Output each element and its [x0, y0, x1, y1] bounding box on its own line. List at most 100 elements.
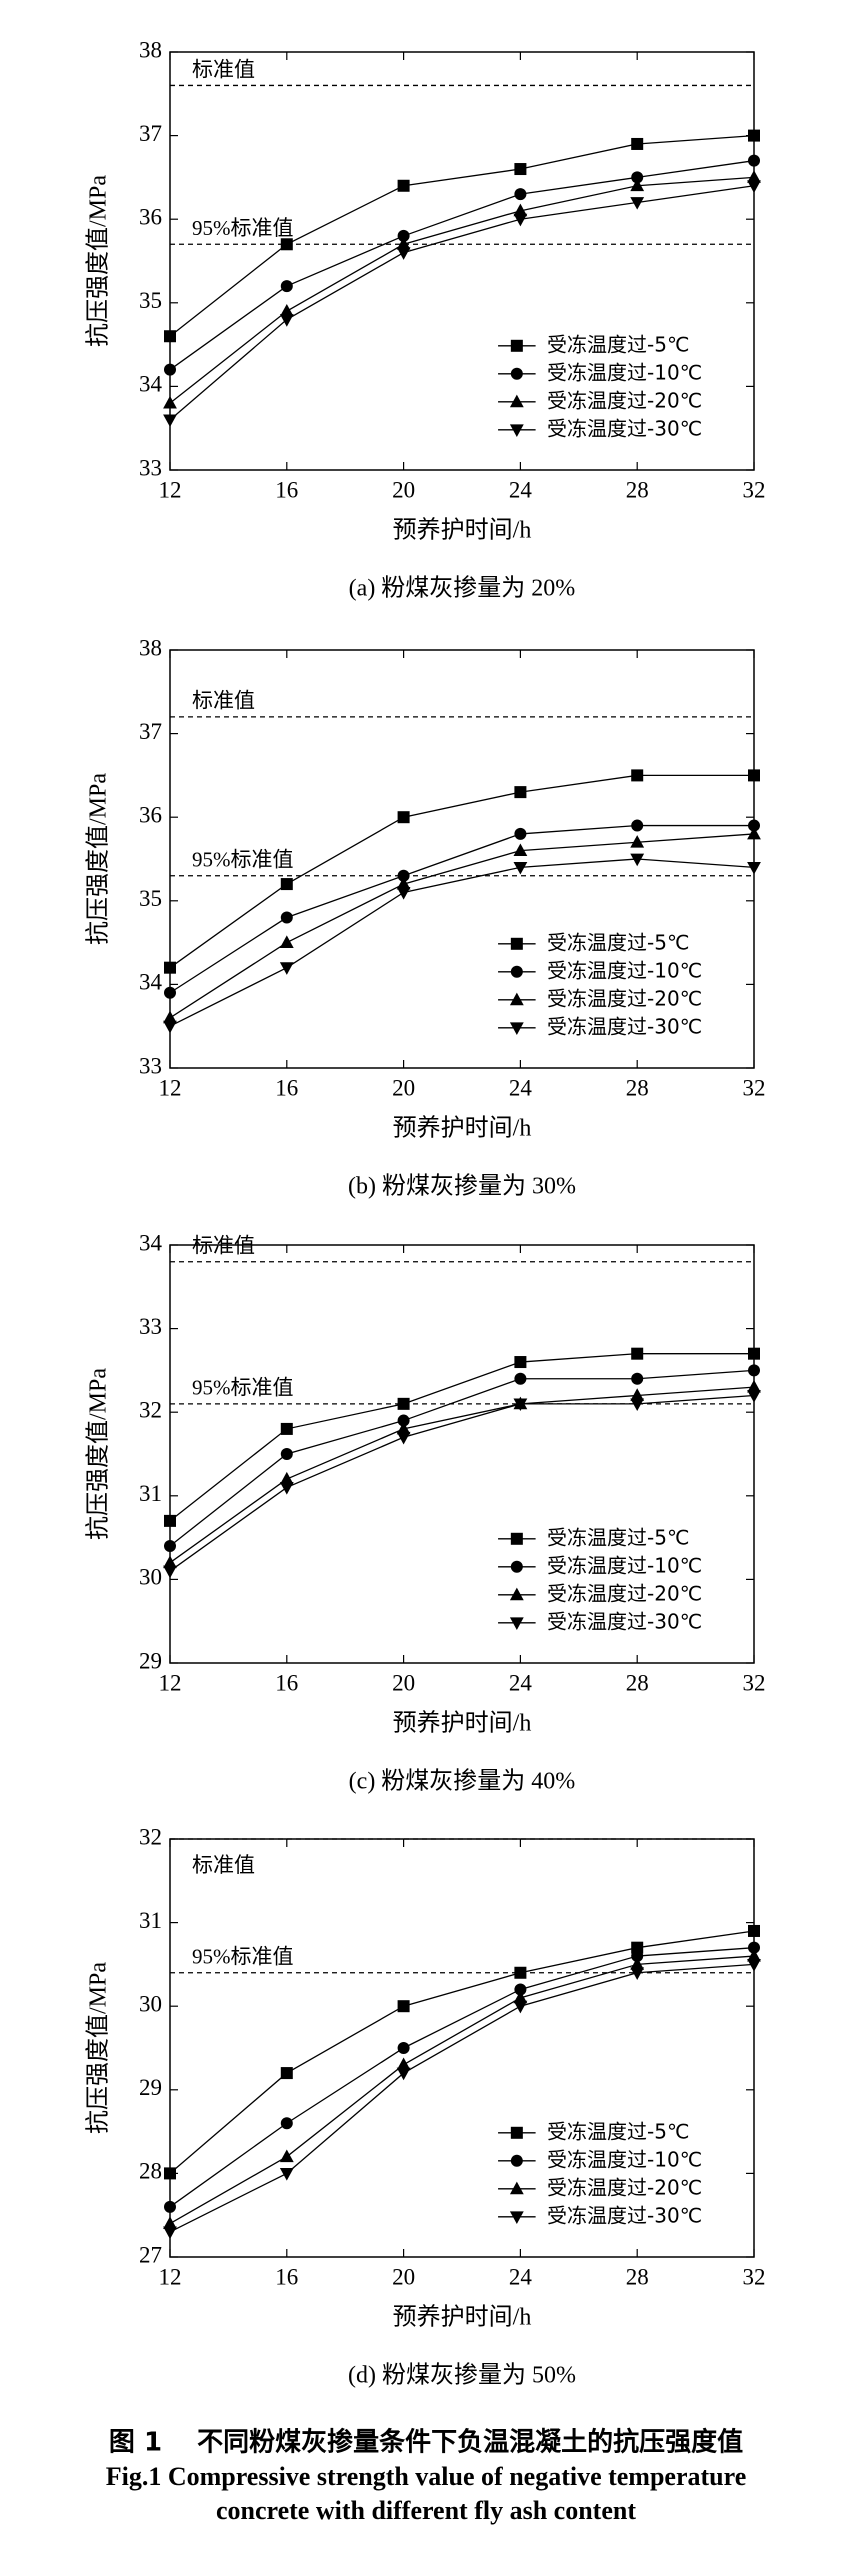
marker — [280, 1448, 293, 1460]
marker — [513, 861, 528, 875]
marker — [280, 280, 293, 293]
y-tick-label: 30 — [139, 1565, 162, 1590]
y-tick-label: 36 — [139, 802, 162, 827]
marker — [630, 853, 645, 867]
figure-caption: concrete with different fly ash content — [216, 2496, 636, 2525]
annotation: 标准值 — [192, 689, 255, 713]
marker — [747, 1948, 761, 1962]
marker — [396, 1431, 411, 1445]
marker — [514, 827, 527, 840]
x-tick-label: 28 — [626, 1670, 649, 1695]
legend-marker — [510, 339, 523, 352]
marker — [514, 1983, 527, 1996]
marker — [631, 137, 644, 150]
marker — [513, 203, 528, 217]
panel-caption: (a) 粉煤灰掺量为 20% — [349, 575, 576, 602]
marker — [279, 1471, 294, 1485]
marker — [747, 1390, 761, 1403]
x-axis-label: 预养护时间/h — [393, 517, 532, 544]
marker — [164, 961, 176, 974]
y-tick-label: 37 — [139, 121, 162, 146]
x-tick-label: 20 — [392, 2264, 415, 2289]
marker — [747, 861, 761, 875]
marker — [748, 819, 760, 832]
x-tick-label: 16 — [275, 1075, 298, 1100]
marker — [280, 238, 293, 251]
y-tick-label: 33 — [139, 1053, 162, 1078]
marker — [397, 229, 410, 242]
marker — [631, 769, 644, 782]
marker — [397, 1414, 410, 1427]
y-tick-label: 34 — [139, 970, 163, 995]
marker — [396, 2067, 411, 2081]
y-tick-label: 30 — [139, 1991, 162, 2016]
annotation: 95%标准值 — [192, 1945, 294, 1969]
legend-marker — [509, 992, 524, 1006]
x-axis-label: 预养护时间/h — [393, 1710, 532, 1737]
marker — [748, 1924, 760, 1937]
marker — [513, 1398, 528, 1412]
marker — [630, 1967, 645, 1980]
series-line — [169, 134, 755, 337]
legend-marker — [509, 394, 524, 408]
panel-caption: (b) 粉煤灰掺量为 30% — [348, 1173, 576, 1200]
annotation: 标准值 — [192, 1234, 255, 1258]
marker — [748, 154, 760, 167]
marker — [280, 2117, 293, 2130]
marker — [514, 188, 527, 201]
marker — [397, 179, 410, 192]
legend-marker — [509, 1587, 524, 1601]
x-tick-label: 12 — [159, 1075, 182, 1100]
x-tick-label: 12 — [159, 477, 182, 502]
marker — [514, 1356, 527, 1369]
legend-marker — [510, 1532, 523, 1545]
marker — [164, 1514, 176, 1527]
legend-marker — [510, 2126, 523, 2139]
x-axis-label: 预养护时间/h — [393, 1115, 532, 1142]
legend-label: 受冻温度过-20℃ — [547, 388, 702, 412]
legend-marker — [509, 424, 524, 437]
marker — [513, 2000, 528, 2014]
legend-label: 受冻温度过-30℃ — [547, 1609, 702, 1633]
marker — [280, 878, 293, 891]
x-tick-label: 32 — [743, 2264, 766, 2289]
series-line — [169, 1930, 755, 2174]
marker — [280, 1422, 293, 1435]
y-tick-label: 38 — [139, 37, 162, 62]
marker — [279, 314, 294, 327]
marker — [630, 1398, 645, 1412]
y-tick-label: 29 — [139, 1648, 162, 1673]
marker — [747, 1959, 761, 1972]
marker — [630, 835, 645, 848]
y-tick-label: 33 — [139, 1314, 162, 1339]
marker — [164, 2200, 176, 2213]
marker — [397, 811, 410, 824]
marker — [514, 1372, 527, 1385]
legend-marker — [509, 2211, 524, 2224]
x-tick-label: 24 — [509, 477, 533, 502]
plot-frame — [169, 649, 755, 1069]
legend-label: 受冻温度过-10℃ — [547, 2147, 702, 2171]
legend-label: 受冻温度过-20℃ — [547, 986, 702, 1010]
marker — [163, 2216, 177, 2229]
marker — [631, 171, 644, 184]
marker — [748, 1347, 760, 1360]
panel-caption: (d) 粉煤灰掺量为 50% — [348, 2362, 576, 2389]
marker — [163, 1020, 177, 1034]
series-line — [169, 774, 754, 969]
y-axis-label: 抗压强度值/MPa — [85, 1962, 112, 2134]
marker — [630, 1388, 645, 1401]
legend-marker — [510, 367, 523, 380]
legend-marker — [509, 1022, 524, 1035]
marker — [279, 2149, 294, 2163]
legend-marker — [510, 1560, 523, 1573]
x-tick-label: 28 — [626, 2264, 649, 2289]
marker — [748, 1364, 760, 1377]
y-axis-label: 抗压强度值/MPa — [85, 175, 112, 347]
series-line — [169, 176, 755, 404]
series-line — [169, 858, 755, 1027]
x-tick-label: 32 — [743, 477, 766, 502]
legend-label: 受冻温度过-5℃ — [547, 930, 689, 954]
x-tick-label: 20 — [392, 1075, 415, 1100]
